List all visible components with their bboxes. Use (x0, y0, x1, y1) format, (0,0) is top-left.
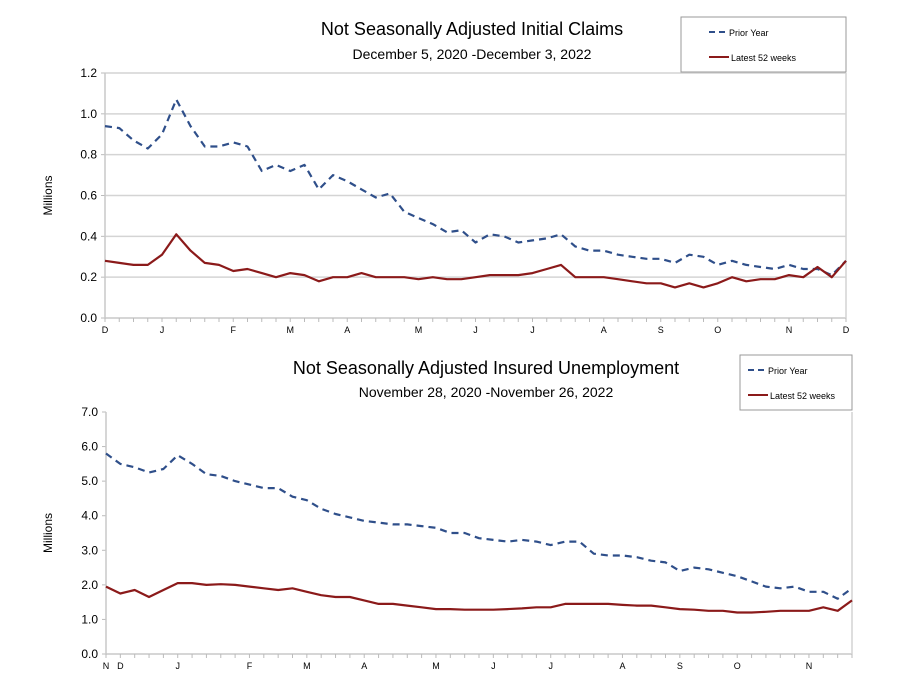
chart1-y-tick-label: 0.0 (80, 311, 97, 325)
chart1-x-tick-label: J (160, 325, 165, 335)
chart2-x-tick-label: J (491, 661, 496, 671)
chart1-x-tick-label: D (102, 325, 109, 335)
chart1-y-tick-label: 1.0 (80, 107, 97, 121)
chart1-x-tick-label: S (658, 325, 664, 335)
chart2-x-tick-label: M (432, 661, 440, 671)
chart1-y-tick-label: 0.4 (80, 229, 97, 243)
chart1-series-latest-52-weeks-line (104, 233, 847, 289)
chart2-y-tick-label: 7.0 (81, 405, 98, 419)
chart2-x-tick-label: F (247, 661, 253, 671)
chart1-x-tick-label: A (344, 325, 350, 335)
chart1-y-axis-label: Millions (41, 175, 55, 215)
chart2-legend (739, 354, 853, 411)
chart2-y-axis-label: Millions (41, 513, 55, 553)
chart2-y-tick-label: 2.0 (81, 578, 98, 592)
chart1-x-tick-label: J (530, 325, 535, 335)
chart2-subtitle: November 28, 2020 -November 26, 2022 (359, 384, 614, 400)
chart1-y-tick-label: 0.6 (80, 189, 97, 203)
chart1-x-tick-label: J (473, 325, 478, 335)
chart2-x-tick-label: J (175, 661, 180, 671)
chart1-y-tick-label: 0.8 (80, 148, 97, 162)
chart2-y-tick-label: 4.0 (81, 509, 98, 523)
chart2-x-tick-label: N (103, 661, 110, 671)
chart1-x-tick-label: D (843, 325, 850, 335)
chart2-title: Not Seasonally Adjusted Insured Unemploy… (293, 358, 679, 378)
chart2-x-tick-label: D (117, 661, 124, 671)
chart2-y-tick-label: 0.0 (81, 647, 98, 661)
chart1-x-tick-label: O (714, 325, 721, 335)
chart2-series-latest-52-weeks-line (105, 581, 853, 614)
chart2-y-tick-label: 6.0 (81, 440, 98, 454)
chart1-legend (680, 16, 847, 73)
chart1-subtitle: December 5, 2020 -December 3, 2022 (353, 46, 592, 62)
chart2-x-tick-label: S (677, 661, 683, 671)
chart2-legend-latest-label: Latest 52 weeks (770, 391, 836, 401)
chart1-y-tick-label: 1.2 (80, 66, 97, 80)
chart1-x-tick-label: N (786, 325, 793, 335)
chart1-legend-prior-label: Prior Year (729, 28, 769, 38)
chart1-x-tick-label: M (287, 325, 295, 335)
chart2-x-tick-label: O (734, 661, 741, 671)
chart2-x-tick-label: A (361, 661, 367, 671)
chart2-x-tick-label: N (806, 661, 813, 671)
chart1-title: Not Seasonally Adjusted Initial Claims (321, 19, 623, 39)
chart2-x-tick-label: A (619, 661, 625, 671)
chart2-y-tick-label: 1.0 (81, 612, 98, 626)
chart2-legend-prior-label: Prior Year (768, 366, 808, 376)
chart1-x-tick-label: F (231, 325, 237, 335)
chart1-x-tick-label: A (601, 325, 607, 335)
chart1-series-prior-year-line (104, 98, 847, 277)
chart2-y-tick-label: 5.0 (81, 474, 98, 488)
chart2-x-tick-label: J (548, 661, 553, 671)
chart1-x-tick-label: M (415, 325, 423, 335)
chart1-legend-latest-label: Latest 52 weeks (731, 53, 797, 63)
chart1-y-tick-label: 0.2 (80, 270, 97, 284)
chart2-x-tick-label: M (303, 661, 311, 671)
chart2-series-prior-year-line (105, 452, 853, 600)
chart2-y-tick-label: 3.0 (81, 543, 98, 557)
